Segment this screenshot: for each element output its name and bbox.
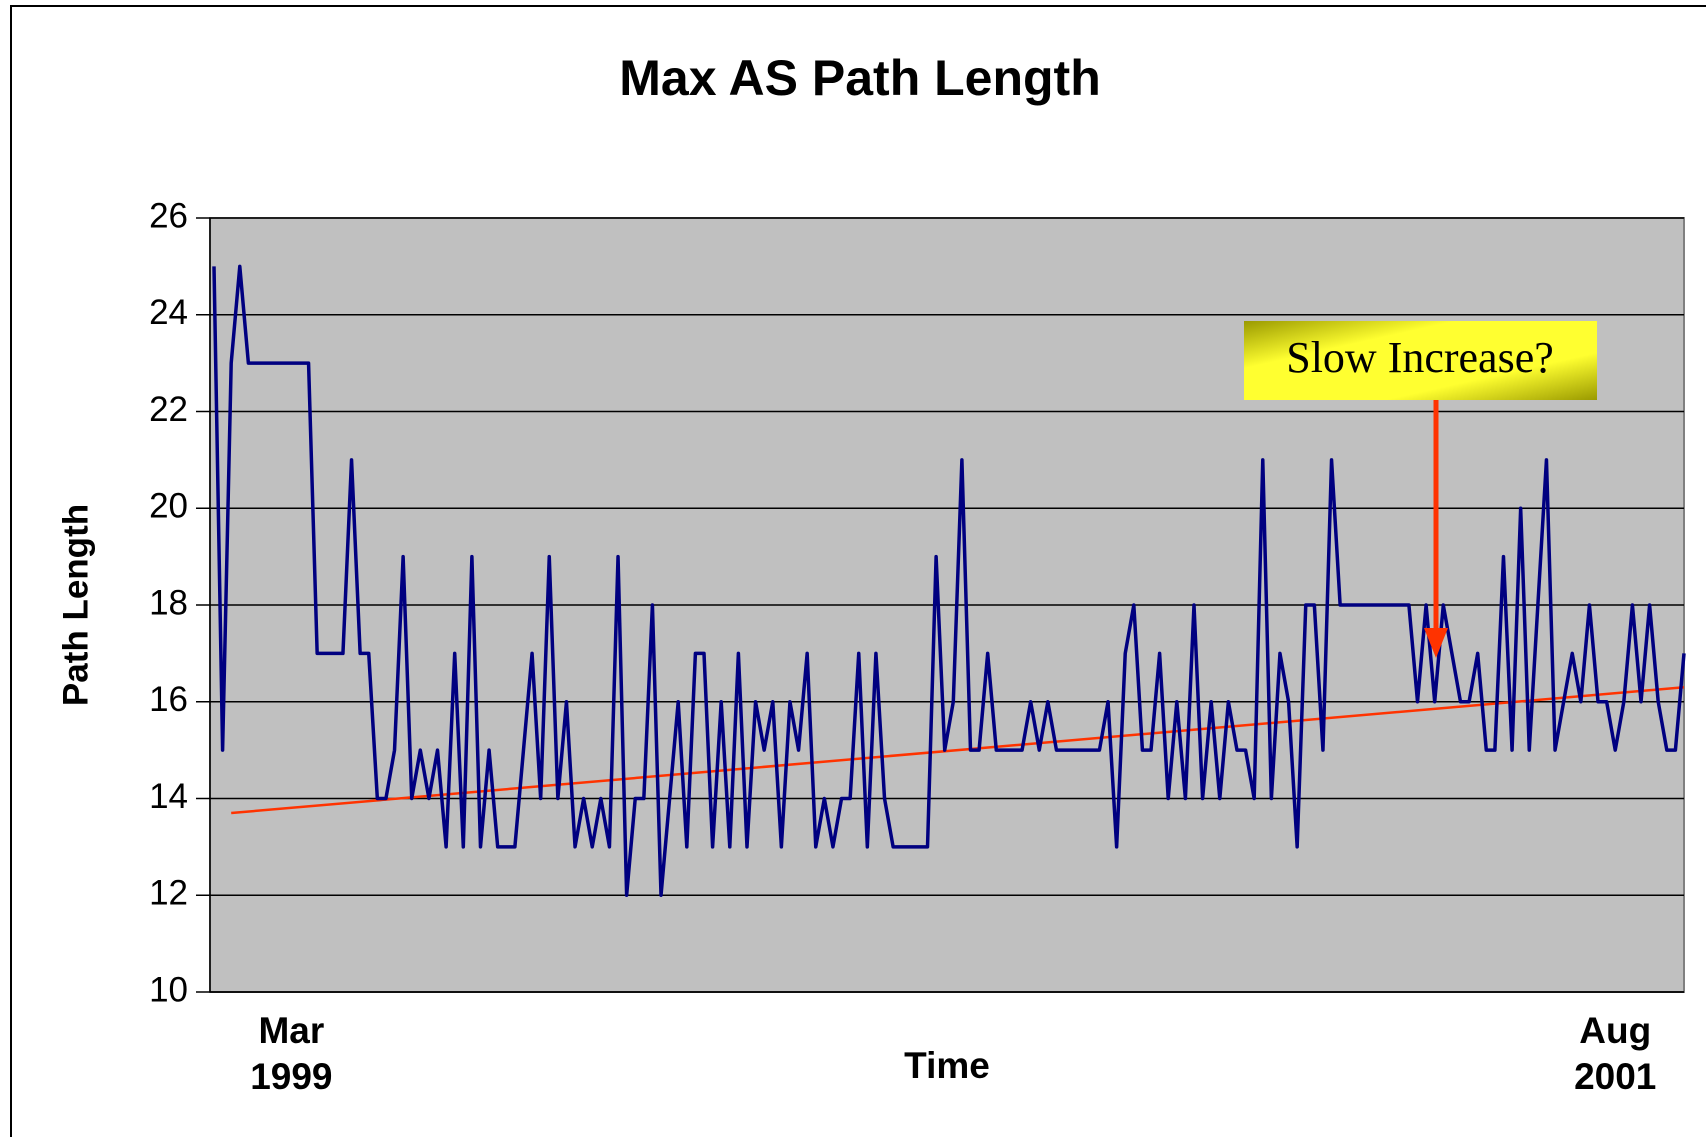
y-tick-label: 26: [149, 196, 188, 235]
y-tick-label: 16: [149, 680, 188, 719]
y-tick-label: 10: [149, 970, 188, 1009]
x-tick-label: Mar 1999: [250, 1010, 333, 1097]
annotation-arrowhead: [1424, 628, 1448, 658]
y-tick-label: 14: [149, 777, 188, 816]
trendline: [231, 685, 1685, 815]
x-axis-label: Time: [904, 1045, 990, 1086]
y-tick-label: 20: [149, 487, 188, 526]
chart-title: Max AS Path Length: [619, 50, 1101, 106]
annotation-box: [1244, 321, 1597, 400]
y-tick-label: 24: [149, 293, 188, 332]
y-tick-label: 22: [149, 390, 188, 429]
data-line: [212, 264, 1686, 897]
x-tick-label: Aug 2001: [1574, 1010, 1657, 1097]
y-axis-label: Path Length: [56, 504, 95, 706]
y-tick-label: 12: [149, 874, 188, 913]
y-tick-label: 18: [149, 583, 188, 622]
annotation-text: Slow Increase?: [1286, 333, 1554, 382]
